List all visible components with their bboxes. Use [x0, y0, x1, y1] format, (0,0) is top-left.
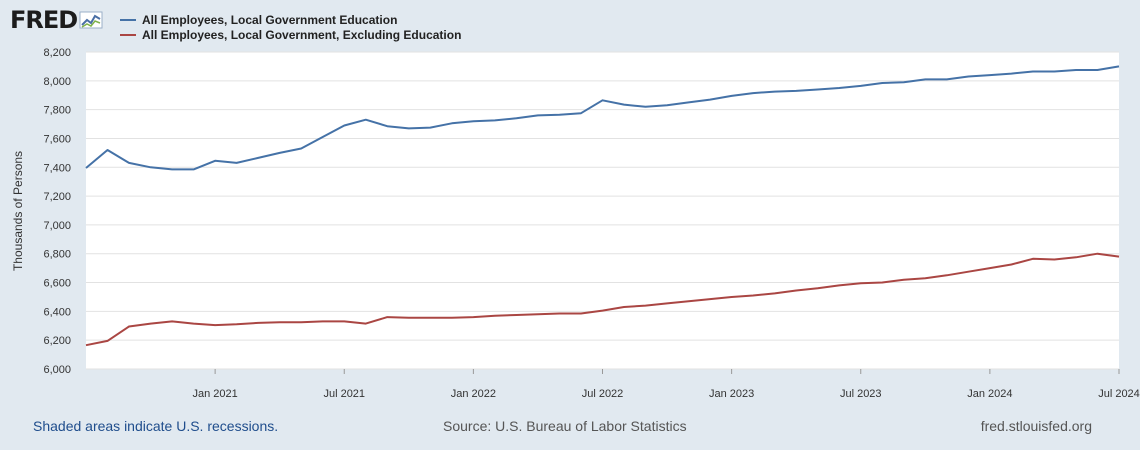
x-tick-label: Jul 2022	[582, 388, 624, 400]
legend-item-excluding-education[interactable]: All Employees, Local Government, Excludi…	[120, 27, 461, 42]
fred-chart-icon	[79, 11, 103, 29]
y-tick-label: 6,400	[43, 306, 71, 318]
x-axis-ticks: Jan 2021 Jul 2021 Jan 2022 Jul 2022 Jan 2023…	[192, 369, 1140, 400]
line-chart[interactable]: 6,000 6,200 6,400 6,600 6,800 7,000 7,200 7,400…	[0, 0, 1140, 410]
plot-area	[86, 52, 1119, 369]
x-tick-label: Jul 2024	[1098, 388, 1140, 400]
y-axis-label: Thousands of Persons	[11, 151, 25, 271]
x-tick-label: Jul 2021	[323, 388, 365, 400]
legend-swatch-education	[120, 18, 136, 21]
y-tick-label: 6,800	[43, 249, 71, 261]
x-tick-label: Jan 2023	[709, 388, 754, 400]
y-tick-label: 7,800	[43, 105, 71, 117]
series-line-1[interactable]	[85, 252, 1120, 347]
x-tick-label: Jan 2022	[451, 388, 496, 400]
y-tick-label: 7,600	[43, 133, 71, 145]
site-link[interactable]: fred.stlouisfed.org	[980, 418, 1092, 434]
legend-item-education[interactable]: All Employees, Local Government Educatio…	[120, 12, 461, 27]
chart-legend: All Employees, Local Government Educatio…	[120, 12, 461, 42]
x-tick-label: Jul 2023	[840, 388, 882, 400]
y-tick-label: 6,600	[43, 278, 71, 290]
y-axis-ticks: 6,000 6,200 6,400 6,600 6,800 7,000 7,200 7,400…	[43, 47, 71, 376]
y-tick-label: 7,400	[43, 162, 71, 174]
y-tick-label: 6,000	[43, 364, 71, 376]
recession-note: Shaded areas indicate U.S. recessions.	[33, 418, 279, 434]
legend-swatch-excluding-education	[120, 33, 136, 36]
y-tick-label: 8,000	[43, 76, 71, 88]
series-line-0[interactable]	[85, 65, 1120, 171]
y-tick-label: 8,200	[43, 47, 71, 59]
fred-logo-text: FRED	[10, 6, 78, 34]
y-tick-label: 6,200	[43, 335, 71, 347]
y-tick-label: 7,000	[43, 220, 71, 232]
legend-label-excluding-education: All Employees, Local Government, Excludi…	[142, 27, 462, 42]
x-tick-label: Jan 2024	[967, 388, 1012, 400]
source-note: Source: U.S. Bureau of Labor Statistics	[443, 418, 687, 434]
series-lines	[85, 65, 1120, 347]
fred-logo[interactable]: FRED	[10, 6, 103, 34]
x-tick-label: Jan 2021	[192, 388, 237, 400]
y-tick-label: 7,200	[43, 191, 71, 203]
legend-label-education: All Employees, Local Government Educatio…	[142, 12, 398, 27]
